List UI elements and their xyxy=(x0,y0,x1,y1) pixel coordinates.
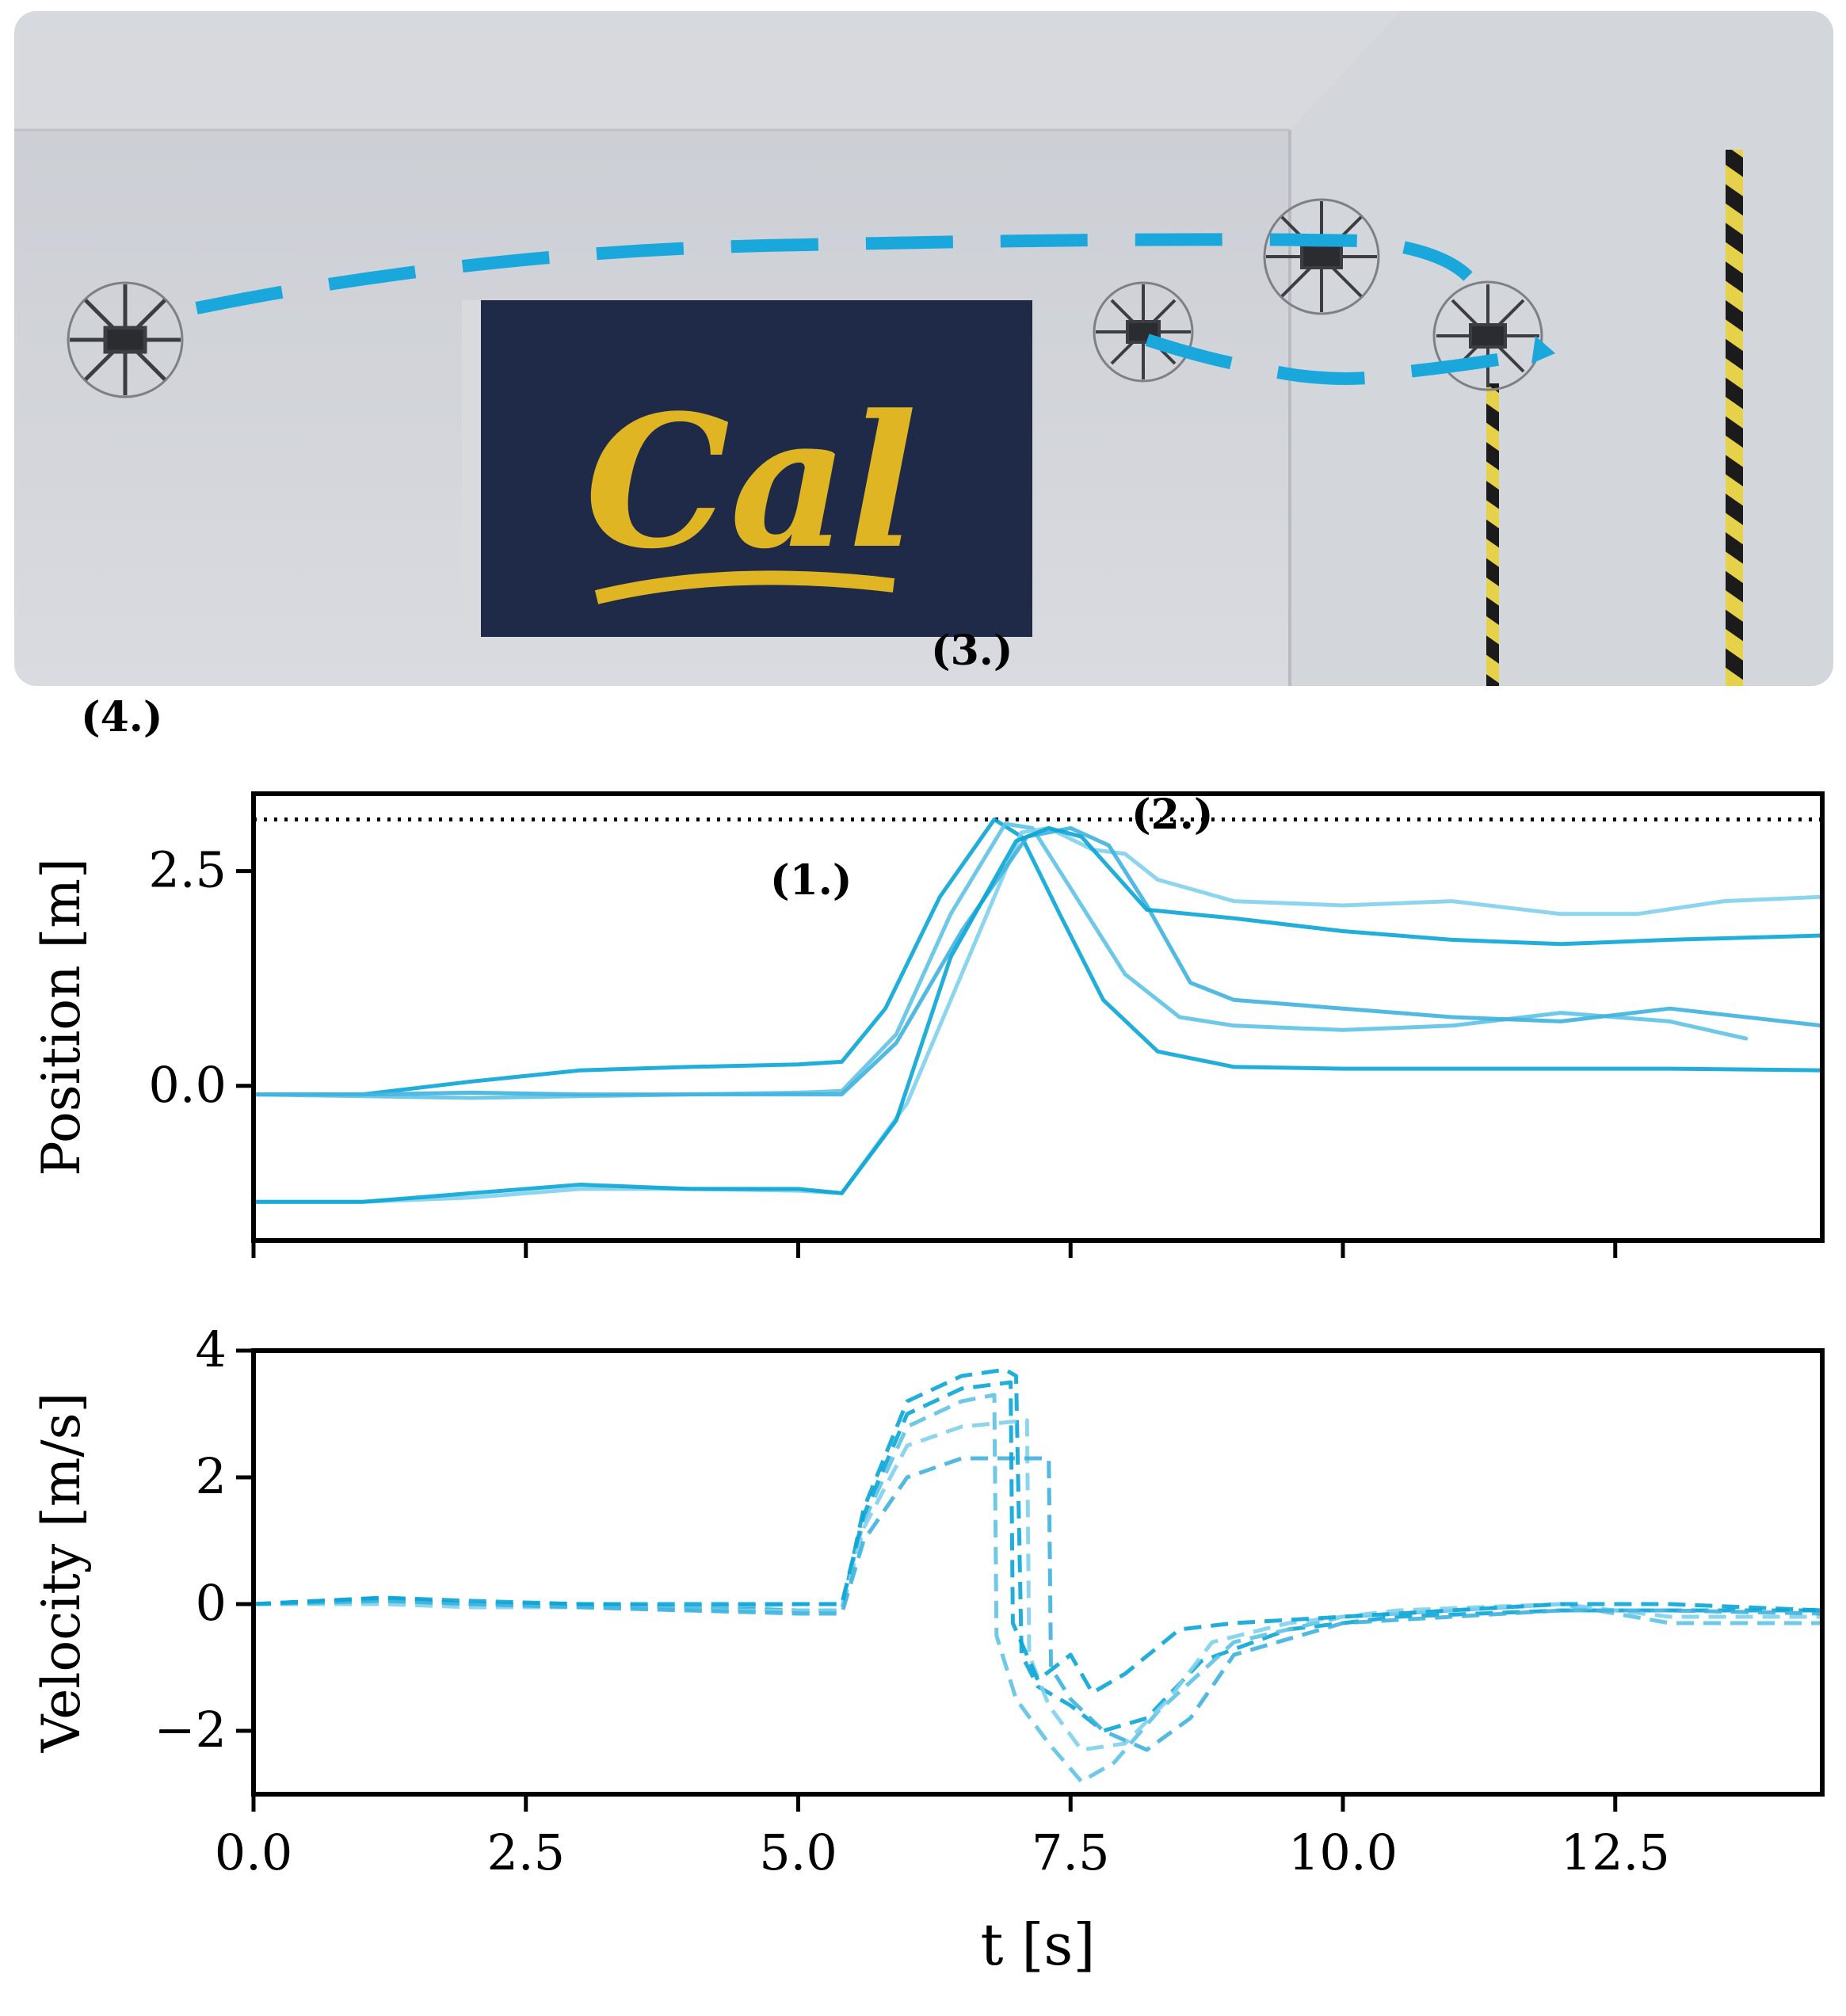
flag-text: Cal xyxy=(585,375,917,589)
x-tick-label: 7.5 xyxy=(1032,1824,1110,1881)
series-line-2 xyxy=(253,1393,1822,1784)
series-line-5 xyxy=(253,1380,1823,1695)
x-tick-label: 2.5 xyxy=(486,1824,565,1881)
annotation-4: (4.) xyxy=(81,693,163,741)
series-line-5 xyxy=(251,825,1825,1204)
photo-scene: Cal xyxy=(14,11,1833,686)
y-tick-label: 0 xyxy=(196,1574,227,1632)
y-tick-label: 4 xyxy=(196,1320,227,1378)
x-tick-label: 12.5 xyxy=(1561,1824,1670,1881)
trajectory-dashed xyxy=(195,233,1545,385)
drone-icon xyxy=(1093,281,1194,383)
series-line-1 xyxy=(253,1367,1822,1733)
drone-icon xyxy=(1432,280,1543,391)
annotation-2: (2.) xyxy=(1131,791,1214,839)
series-line-4 xyxy=(251,825,1825,1097)
y-axis-label: Position [m] xyxy=(31,858,92,1176)
series-line-1 xyxy=(251,817,1825,1097)
series-line-3 xyxy=(251,825,1825,1204)
x-axis-label: t [s] xyxy=(981,1911,1096,1978)
experiment-photo: Cal xyxy=(14,11,1833,686)
series-line-4 xyxy=(253,1456,1823,1752)
annotation-3: (3.) xyxy=(931,627,1013,675)
y-tick-label: 0.0 xyxy=(148,1056,227,1114)
hazard-pole xyxy=(1726,150,1743,686)
y-axis-label: Velocity [m/s] xyxy=(31,1393,92,1754)
series-line-2 xyxy=(251,821,1749,1100)
cal-flag: Cal xyxy=(462,300,1032,637)
y-tick-label: 2 xyxy=(196,1447,227,1505)
y-tick-label: 2.5 xyxy=(148,841,227,899)
series-line-3 xyxy=(254,1418,1822,1752)
plot-frame xyxy=(251,791,1825,1243)
drone-icon xyxy=(1263,198,1380,315)
x-tick-label: 0.0 xyxy=(215,1824,293,1881)
drone-icon xyxy=(67,281,184,398)
hazard-pole xyxy=(1486,383,1499,686)
plot-frame xyxy=(251,1348,1825,1797)
annotation-1: (1.) xyxy=(770,856,852,905)
x-tick-label: 10.0 xyxy=(1288,1824,1398,1881)
x-tick-label: 5.0 xyxy=(759,1824,837,1881)
y-tick-label: −2 xyxy=(154,1701,227,1759)
